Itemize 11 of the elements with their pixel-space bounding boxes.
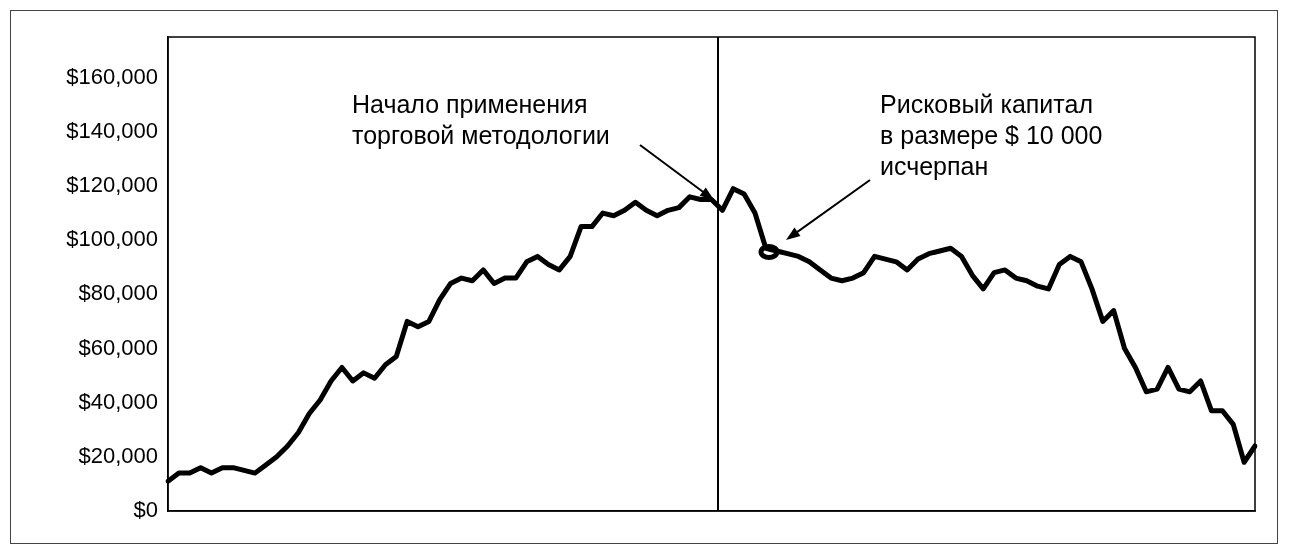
y-tick-label: $100,000 <box>66 226 158 252</box>
y-tick-label: $160,000 <box>66 63 158 89</box>
y-tick-label: $80,000 <box>78 280 158 306</box>
annotation: Рисковый капитал в размере $ 10 000 исчерпан <box>880 90 1103 180</box>
y-tick-label: $120,000 <box>66 172 158 198</box>
y-tick-label: $60,000 <box>78 334 158 360</box>
annotation: Начало применения торговой методологии <box>352 90 610 149</box>
y-tick-label: $0 <box>133 497 158 523</box>
y-tick-label: $140,000 <box>66 117 158 143</box>
y-tick-label: $40,000 <box>78 388 158 414</box>
y-tick-label: $20,000 <box>78 442 158 468</box>
